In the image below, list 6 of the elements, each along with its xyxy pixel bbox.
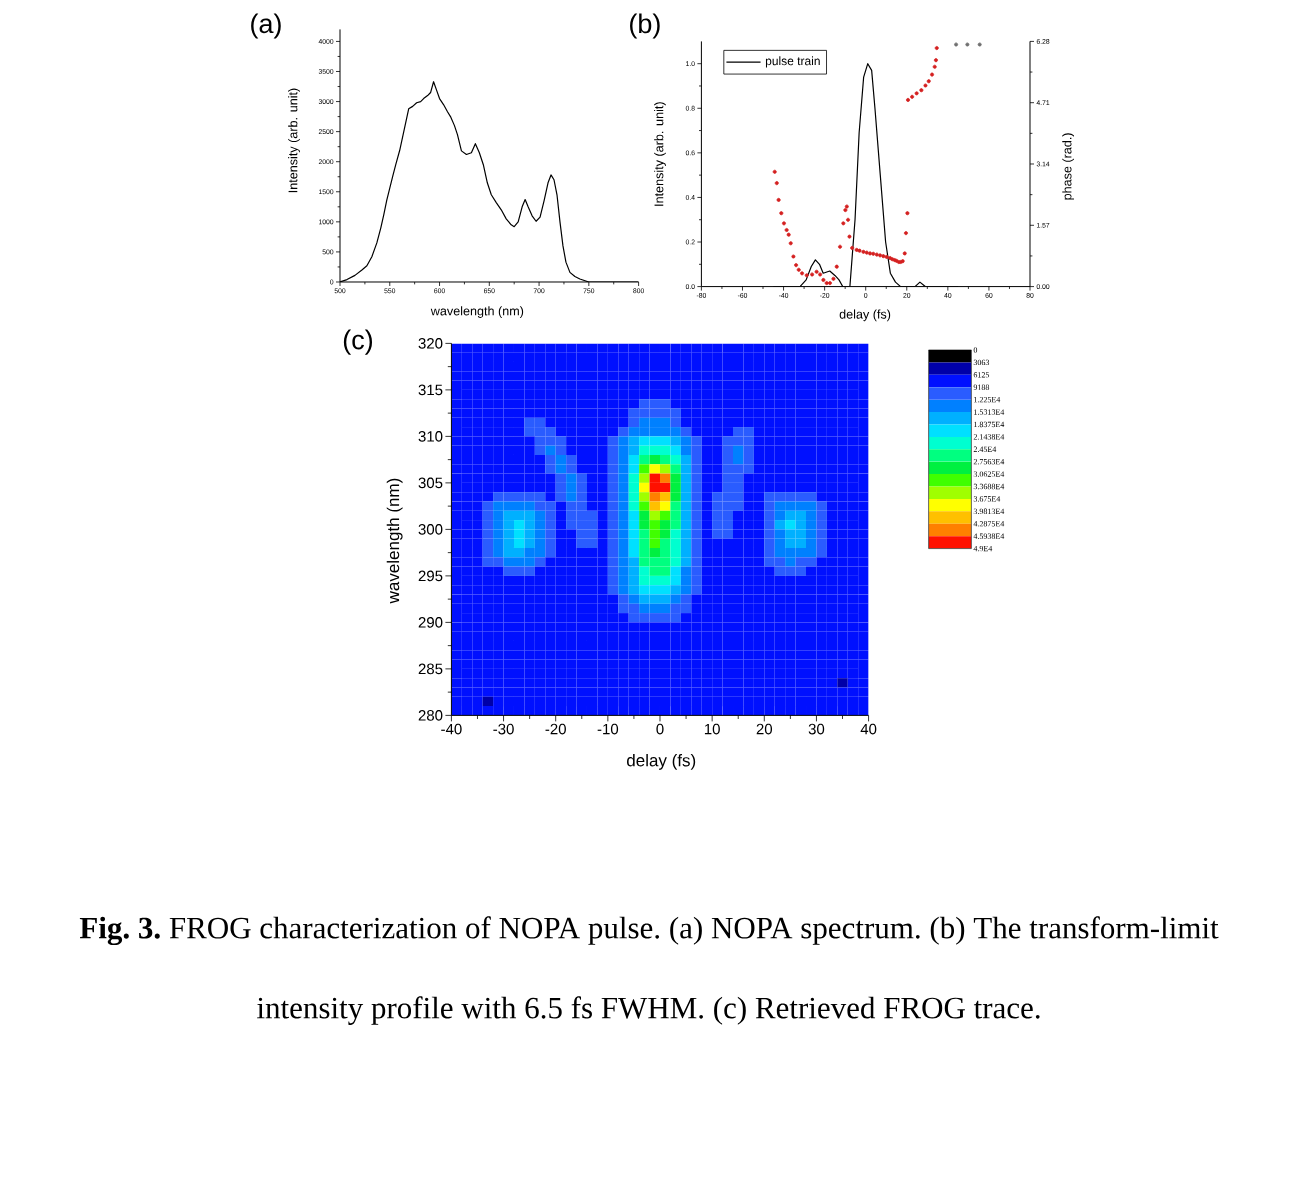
chart-title: (b) <box>630 13 660 39</box>
chart-title: (a) <box>251 13 281 39</box>
x-axis-title: delay (fs) <box>627 753 696 770</box>
text: Fig. 3. FROG characterization of NOPA pulse. (a) NOPA spectrum. (b) The transform-limit intensity profile with 6.5 fs FWHM. (c) Retrieved FROG trace. <box>79 916 1219 1025</box>
y-axis-title: wavelength (nm) <box>386 478 403 604</box>
chart-title: (c) <box>343 329 373 355</box>
